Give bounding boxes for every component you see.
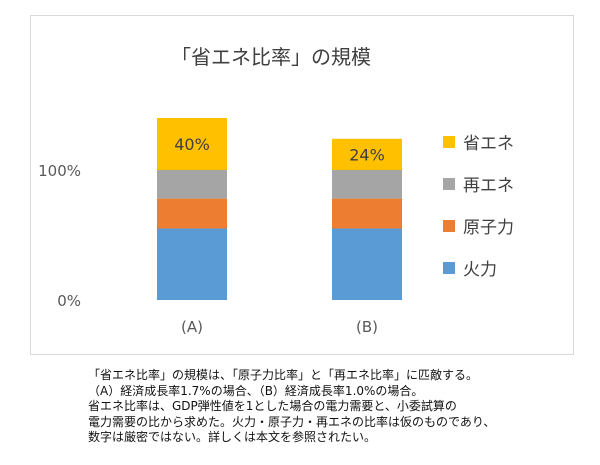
data-label: 40% — [174, 135, 210, 154]
stacked-bar-chart: 「省エネ比率」の規模 40% 24% 0% 100% (A) (B) 省エネ再エネ原子… — [38, 45, 514, 336]
bar-segment — [332, 138, 402, 170]
legend-label: 火力 — [463, 260, 497, 280]
bar-segment — [157, 118, 227, 170]
bar-segment — [332, 198, 402, 229]
caption: 「省エネ比率」の規模は、「原子力比率」と「再エネ比率」に匹敵する。 （A）経済成… — [88, 368, 588, 446]
y-tick-labels: 0% 100% — [38, 162, 81, 310]
y-tick-label: 100% — [38, 162, 81, 180]
legend-label: 再エネ — [463, 176, 514, 196]
legend-swatch — [443, 136, 455, 148]
caption-line: 省エネ比率は、GDP弾性値を1とした場合の電力需要と、小委試算の — [88, 399, 457, 414]
caption-line: （A）経済成長率1.7%の場合、（B）経済成長率1.0%の場合。 — [88, 383, 424, 398]
bar-segment — [157, 198, 227, 229]
bar-segment — [157, 170, 227, 199]
bar-segment — [157, 228, 227, 300]
legend-label: 原子力 — [463, 218, 514, 238]
legend-swatch — [443, 178, 455, 190]
x-tick-label: (A) — [181, 318, 203, 336]
legend-swatch — [443, 262, 455, 274]
chart-frame: 「省エネ比率」の規模 40% 24% 0% 100% (A) (B) 省エネ再エネ原子… — [30, 15, 574, 355]
data-label: 24% — [349, 145, 385, 164]
legend-label: 省エネ — [463, 134, 514, 154]
data-labels-group: 40% 24% — [174, 135, 385, 164]
caption-line: 「省エネ比率」の規模は、「原子力比率」と「再エネ比率」に匹敵する。 — [88, 368, 479, 382]
caption-line: 数字は厳密ではない。詳しくは本文を参照されたい。 — [88, 430, 377, 445]
x-tick-label: (B) — [356, 318, 378, 336]
y-tick-label: 0% — [57, 292, 81, 310]
bars-group — [157, 118, 402, 300]
caption-line: 電力需要の比から求めた。火力・原子力・再エネの比率は仮のものであり、 — [88, 414, 496, 429]
bar-segment — [332, 228, 402, 300]
bar-segment — [332, 170, 402, 199]
x-tick-labels: (A) (B) — [181, 318, 378, 336]
legend-swatch — [443, 220, 455, 232]
chart-title: 「省エネ比率」の規模 — [171, 45, 371, 69]
